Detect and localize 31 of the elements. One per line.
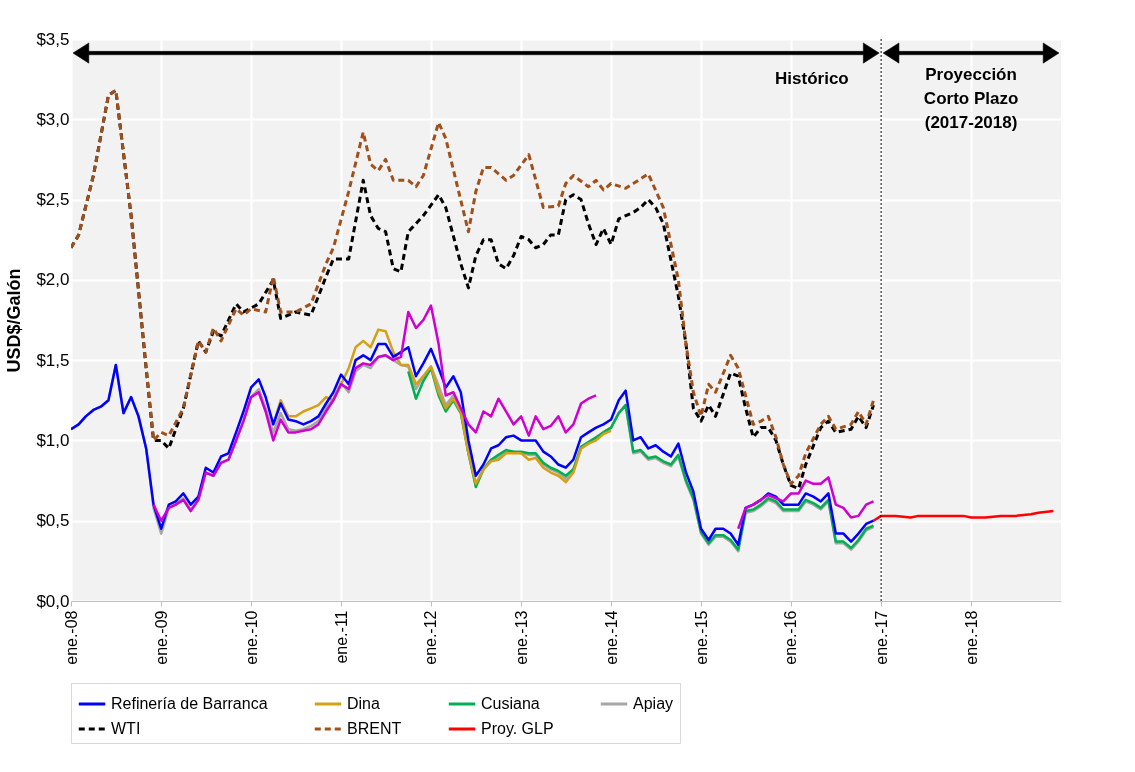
legend-label: Cusiana — [481, 695, 540, 712]
legend-label: Dina — [347, 695, 381, 712]
y-tick-label: $0,0 — [36, 591, 70, 611]
x-tick-label: ene.-16 — [782, 610, 800, 665]
legend-label: BRENT — [347, 720, 402, 737]
y-tick-label: $3,0 — [36, 109, 70, 129]
legend-label: Proy. GLP — [481, 720, 554, 737]
x-tick-label: ene.-15 — [692, 610, 710, 665]
y-tick-label: $2,5 — [36, 190, 70, 210]
x-tick-label: ene.-11 — [332, 610, 350, 664]
y-tick-label: $1,0 — [36, 430, 70, 450]
legend-label: Refinería de Barranca — [111, 695, 268, 712]
y-tick-label: $3,5 — [36, 29, 70, 49]
y-tick-label: $0,5 — [36, 511, 70, 531]
x-tick-label: ene.-08 — [62, 610, 80, 665]
x-tick-label: ene.-12 — [422, 610, 440, 665]
line-series — [872, 509, 1055, 522]
legend-label: WTI — [111, 720, 141, 737]
line-series — [272, 328, 613, 486]
y-tick-label: $2,0 — [36, 270, 70, 290]
x-tick-label: ene.-10 — [242, 610, 260, 665]
x-tick-label: ene.-17 — [872, 610, 890, 665]
x-tick-label: ene.-14 — [602, 610, 620, 665]
x-tick-label: ene.-18 — [962, 610, 980, 665]
x-tick-label: ene.-09 — [152, 610, 170, 665]
y-axis-title: USD$/Galón — [4, 268, 25, 373]
legend-label: Apiay — [633, 695, 674, 712]
y-tick-label: $1,5 — [36, 350, 70, 370]
annotation: Proyección Corto Plazo (2017-2018) — [923, 65, 1019, 132]
annotation: Histórico — [775, 69, 849, 88]
x-tick-label: ene.-13 — [512, 610, 530, 665]
